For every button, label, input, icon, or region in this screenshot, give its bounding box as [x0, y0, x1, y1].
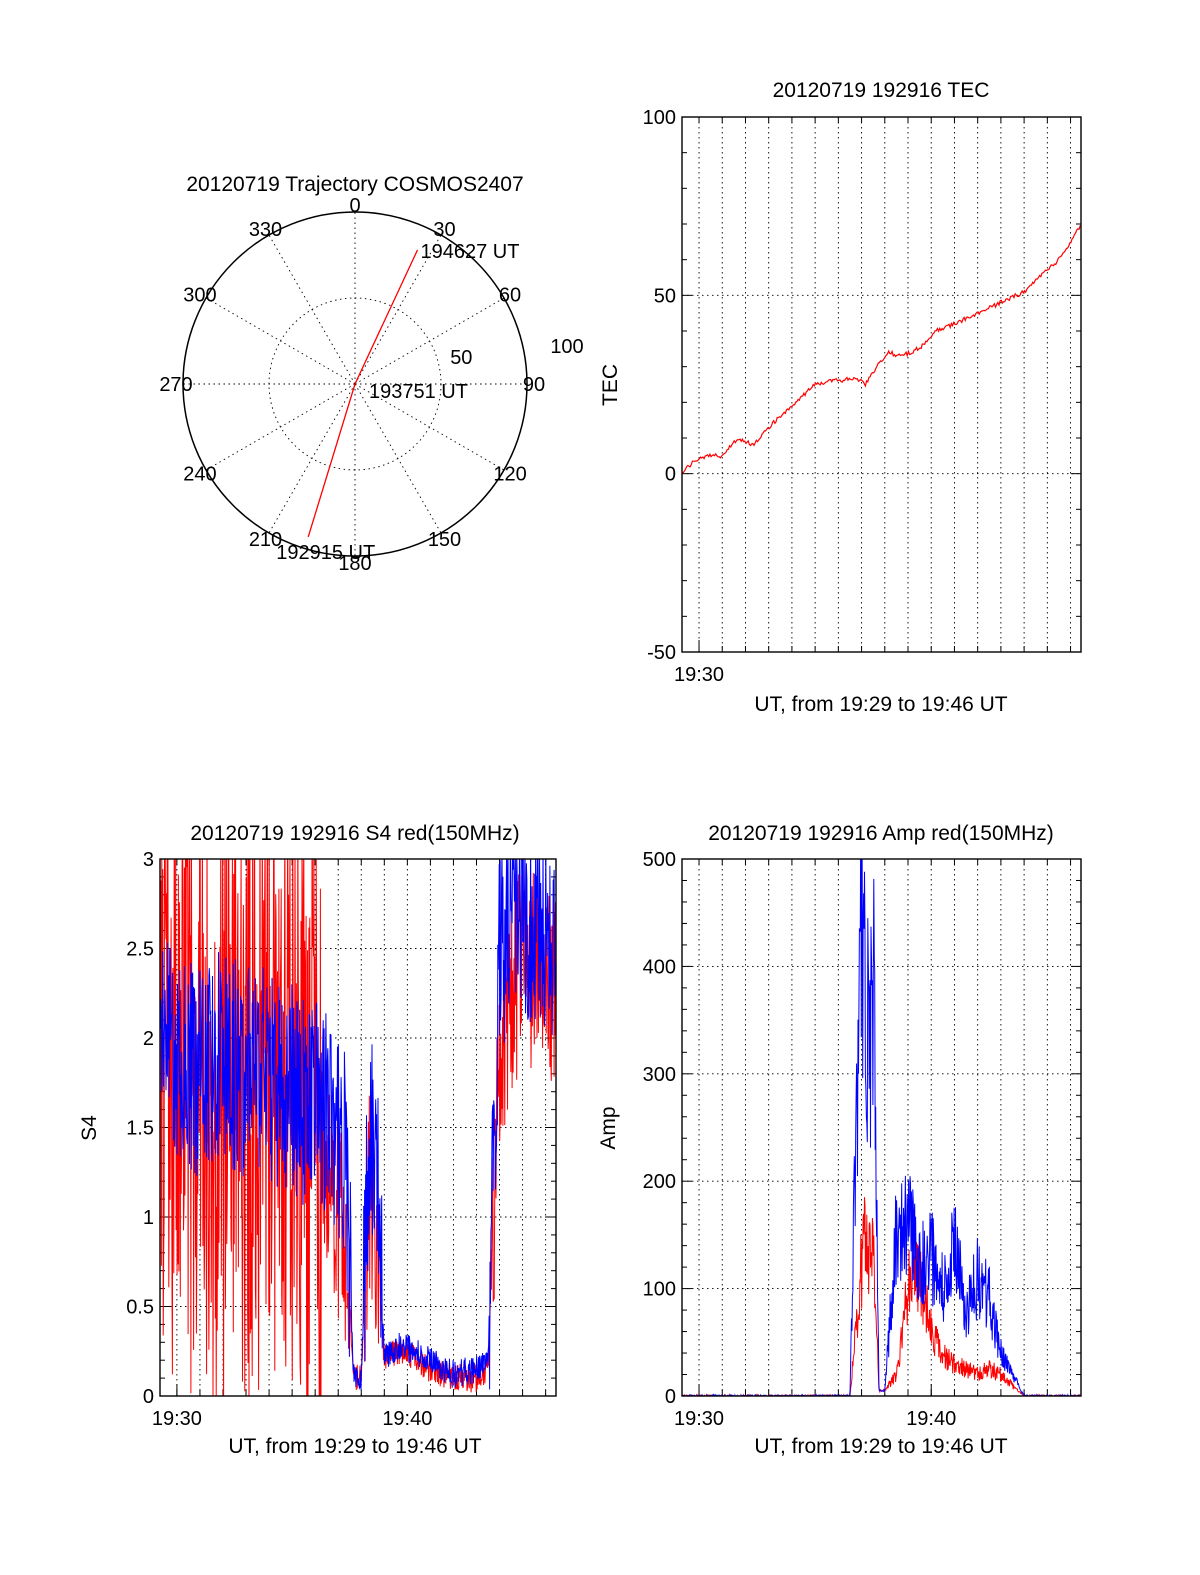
series-line	[682, 1197, 1081, 1396]
polar-azimuth-tick: 120	[493, 464, 526, 486]
plot-frame	[159, 858, 557, 1397]
polar-grid	[182, 211, 528, 557]
polar-trajectory	[307, 249, 419, 538]
polar-azimuth-labels: 0 30 60 90 120 150 180 210 240 270 300 330 50 100	[159, 195, 583, 575]
polar-spoke	[354, 234, 442, 385]
polar-radial-tick: 50	[450, 347, 472, 369]
polar-annotation: 194627 UT	[421, 241, 520, 263]
y-tick-label: 2.5	[126, 939, 154, 961]
polar-spoke	[354, 383, 442, 534]
y-tick-label: -50	[647, 642, 676, 664]
y-tick-label: 300	[643, 1064, 676, 1086]
polar-annotation: 192915 UT	[276, 542, 375, 564]
tec-plot-area: -50 0 50 100 19:30	[643, 107, 1082, 686]
polar-spoke	[268, 234, 356, 385]
s4-plot-area: 0 0.5 1 1.5 2 2.5 3 19:30 19:40	[126, 849, 557, 1430]
amp-panel: 20120719 192916 Amp red(150MHz) Amp UT, …	[597, 822, 1082, 1458]
polar-outer-ring	[182, 211, 528, 557]
polar-spoke	[205, 297, 356, 385]
polar-azimuth-tick: 60	[499, 285, 521, 307]
polar-spoke	[354, 297, 505, 385]
amp-plot-area: 0 100 200 300 400 500 19:30 19:40	[643, 849, 1082, 1430]
polar-azimuth-tick: 180	[338, 553, 371, 575]
polar-azimuth-tick: 210	[249, 529, 282, 551]
x-tick-label: 19:30	[674, 1408, 724, 1430]
x-tick-label: 19:30	[674, 664, 724, 686]
y-tick-label: 100	[643, 1279, 676, 1301]
x-tick-label: 19:30	[152, 1408, 202, 1430]
s4-panel: 20120719 192916 S4 red(150MHz) S4 UT, fr…	[78, 822, 557, 1458]
polar-azimuth-tick: 150	[428, 529, 461, 551]
polar-radial-tick: 100	[550, 336, 583, 358]
y-tick-label: 0.5	[126, 1297, 154, 1319]
amp-xlabel: UT, from 19:29 to 19:46 UT	[754, 1435, 1007, 1458]
series-group	[160, 859, 556, 1396]
polar-annotation: 193751 UT	[369, 381, 468, 403]
s4-ylabel: S4	[78, 1115, 101, 1141]
polar-trajectory-line	[307, 249, 419, 538]
y-tick-label: 50	[654, 285, 676, 307]
y-tick-label: 2	[143, 1028, 154, 1050]
series-group	[682, 225, 1081, 474]
tec-title: 20120719 192916 TEC	[773, 79, 990, 102]
plot-frame	[681, 116, 1082, 653]
polar-title: 20120719 Trajectory COSMOS2407	[186, 173, 523, 196]
series-line	[160, 859, 556, 1390]
tec-panel: 20120719 192916 TEC TEC UT, from 19:29 t…	[599, 79, 1082, 716]
y-tick-label: 0	[143, 1386, 154, 1408]
y-tick-label: 0	[665, 1386, 676, 1408]
polar-azimuth-tick: 300	[183, 285, 216, 307]
polar-annotations: 194627 UT 193751 UT 192915 UT	[276, 241, 519, 564]
amp-ylabel: Amp	[597, 1106, 620, 1149]
s4-title: 20120719 192916 S4 red(150MHz)	[190, 822, 519, 845]
polar-panel: 20120719 Trajectory COSMOS2407 0 30 60 90 12…	[159, 173, 583, 575]
polar-spoke	[268, 383, 356, 534]
plot-frame	[681, 858, 1082, 1397]
y-tick-label: 200	[643, 1171, 676, 1193]
x-tick-label: 19:40	[382, 1408, 432, 1430]
tec-ylabel: TEC	[599, 364, 622, 406]
y-tick-label: 500	[643, 849, 676, 871]
tec-xlabel: UT, from 19:29 to 19:46 UT	[754, 693, 1007, 716]
y-tick-label: 1	[143, 1207, 154, 1229]
polar-spoke	[205, 383, 356, 471]
polar-azimuth-tick: 30	[433, 219, 455, 241]
polar-spoke	[354, 383, 505, 471]
amp-title: 20120719 192916 Amp red(150MHz)	[708, 822, 1054, 845]
y-tick-label: 3	[143, 849, 154, 871]
series-line	[682, 225, 1081, 474]
y-tick-label: 0	[665, 464, 676, 486]
x-tick-label: 19:40	[906, 1408, 956, 1430]
y-tick-label: 1.5	[126, 1118, 154, 1140]
polar-azimuth-tick: 330	[249, 219, 282, 241]
polar-azimuth-tick: 240	[183, 464, 216, 486]
polar-azimuth-tick: 90	[523, 374, 545, 396]
polar-azimuth-tick: 270	[159, 374, 192, 396]
s4-xlabel: UT, from 19:29 to 19:46 UT	[228, 1435, 481, 1458]
polar-azimuth-tick: 0	[349, 195, 360, 217]
y-tick-label: 100	[643, 107, 676, 129]
y-tick-label: 400	[643, 956, 676, 978]
